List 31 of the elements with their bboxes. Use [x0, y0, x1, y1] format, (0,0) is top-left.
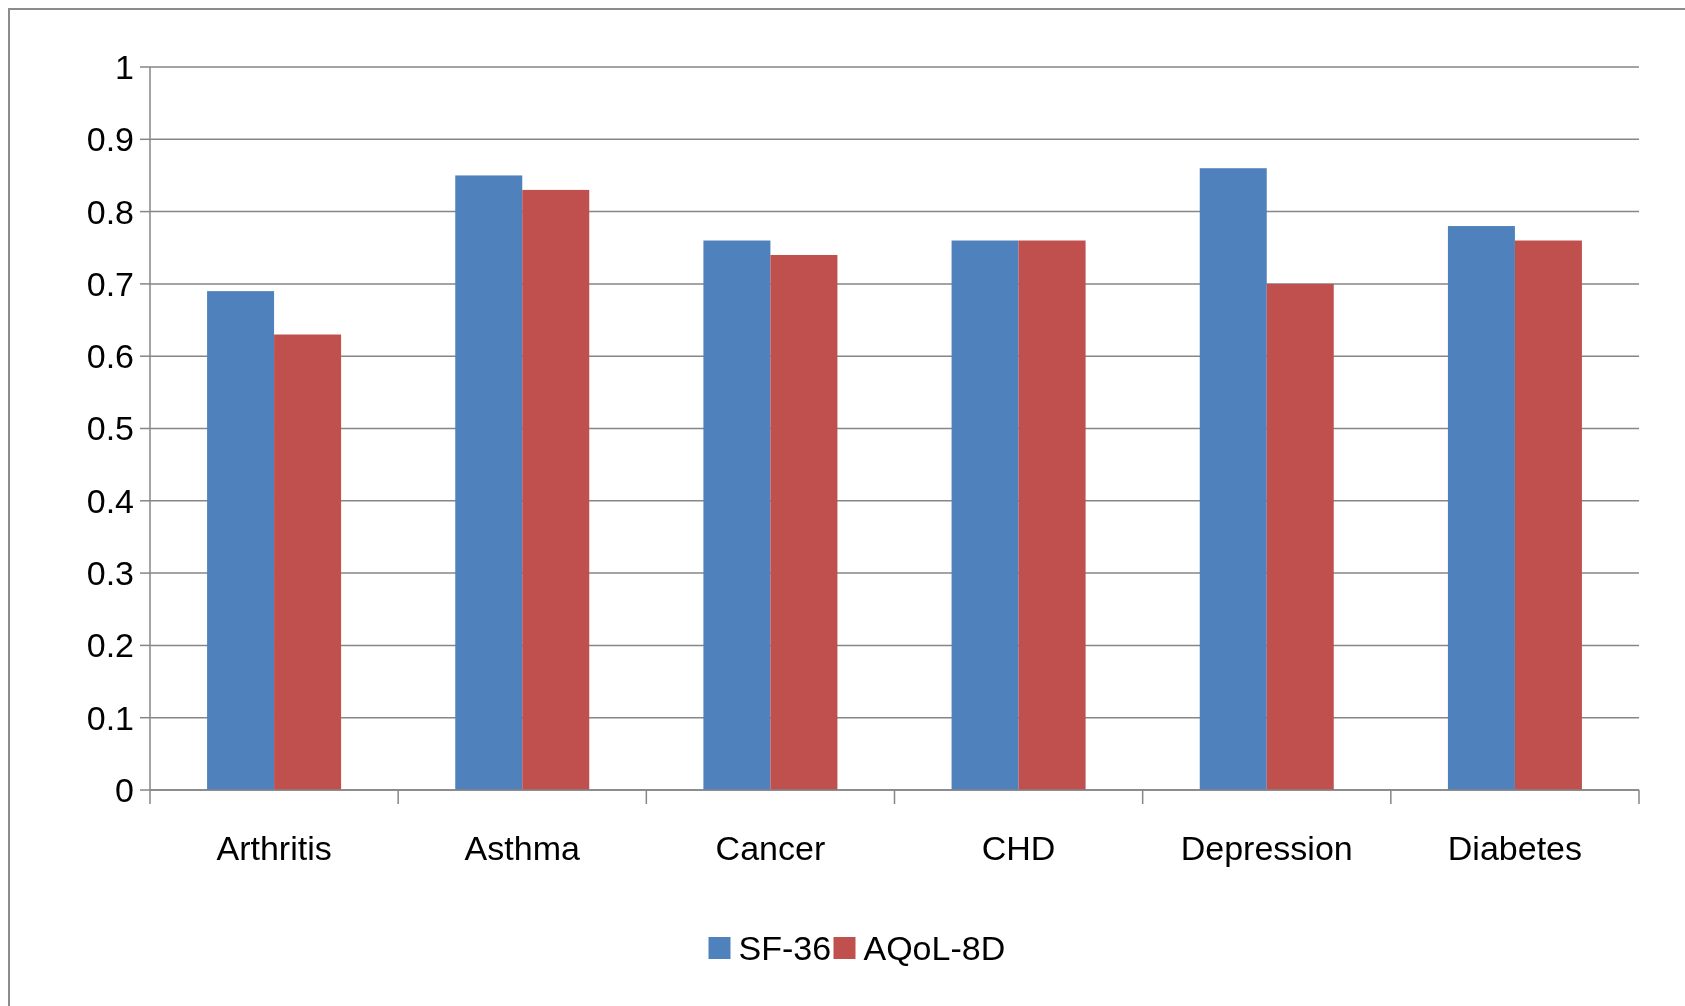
bar	[522, 189, 590, 790]
bar	[1199, 168, 1267, 790]
y-tick-label: 0.8	[86, 192, 134, 231]
bar	[1447, 226, 1515, 790]
bar	[455, 175, 523, 790]
bar	[207, 291, 275, 790]
y-tick-label: 0.5	[86, 409, 134, 448]
y-tick-label: 1	[115, 47, 134, 86]
bar	[770, 254, 838, 790]
y-tick-label: 0.6	[86, 337, 134, 376]
y-tick-label: 0	[115, 770, 134, 809]
y-tick-label: 0.7	[86, 264, 134, 303]
legend-label: SF-36	[738, 928, 832, 967]
x-tick-label: Arthritis	[216, 829, 332, 867]
y-tick-label: 0.9	[86, 120, 134, 159]
x-tick-label: Diabetes	[1447, 829, 1583, 867]
y-tick-label: 0.3	[86, 554, 134, 592]
x-tick-label: Asthma	[464, 829, 580, 867]
legend-label: AQoL-8D	[863, 928, 1006, 967]
x-tick-label: CHD	[981, 829, 1056, 867]
bar	[951, 240, 1019, 790]
bar	[1266, 283, 1334, 790]
bar	[703, 240, 771, 790]
y-tick-label: 0.2	[86, 626, 134, 665]
x-tick-label: Cancer	[715, 829, 826, 867]
x-tick-label: Depression	[1180, 829, 1353, 867]
bar	[1018, 240, 1086, 790]
bar	[1514, 240, 1582, 790]
y-tick-label: 0.4	[86, 481, 134, 520]
bar	[274, 334, 342, 790]
y-tick-label: 0.1	[86, 698, 134, 737]
